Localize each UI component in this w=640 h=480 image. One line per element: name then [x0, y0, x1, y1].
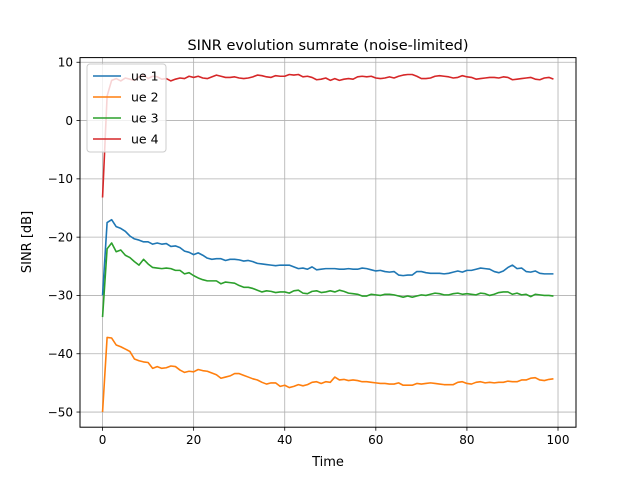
y-tick-label: −20 — [48, 230, 73, 244]
series-line-ue-3 — [101, 242, 554, 318]
y-tick-label: −10 — [48, 172, 73, 186]
legend: ue 1 ue 2 ue 3 ue 4 — [86, 63, 167, 153]
legend-label: ue 4 — [131, 132, 159, 147]
legend-box — [86, 63, 167, 153]
legend-label: ue 3 — [131, 111, 159, 126]
y-tick-label: 10 — [58, 56, 73, 70]
legend-label: ue 2 — [131, 90, 159, 105]
y-tick-label: −50 — [48, 405, 73, 419]
grid — [80, 57, 576, 428]
x-tick-label: 20 — [186, 433, 201, 447]
y-tick-label: 0 — [65, 114, 73, 128]
x-tick-label: 0 — [99, 433, 107, 447]
y-tick-label: −30 — [48, 289, 73, 303]
plot-lines — [101, 73, 554, 413]
x-axis-label: Time — [311, 455, 344, 470]
y-axis-label: SINR [dB] — [20, 211, 35, 273]
series-line-ue-4 — [101, 73, 554, 198]
y-tick-label: −40 — [48, 347, 73, 361]
x-tick-label: 60 — [368, 433, 383, 447]
x-tick-label: 80 — [459, 433, 474, 447]
series-line-ue-2 — [101, 336, 554, 413]
legend-label: ue 1 — [131, 69, 159, 84]
x-tick-label: 40 — [277, 433, 292, 447]
plot-frame — [79, 57, 577, 428]
series-line-ue-1 — [101, 218, 554, 296]
x-tick-label: 100 — [547, 433, 570, 447]
chart-title: SINR evolution sumrate (noise-limited) — [187, 38, 468, 54]
